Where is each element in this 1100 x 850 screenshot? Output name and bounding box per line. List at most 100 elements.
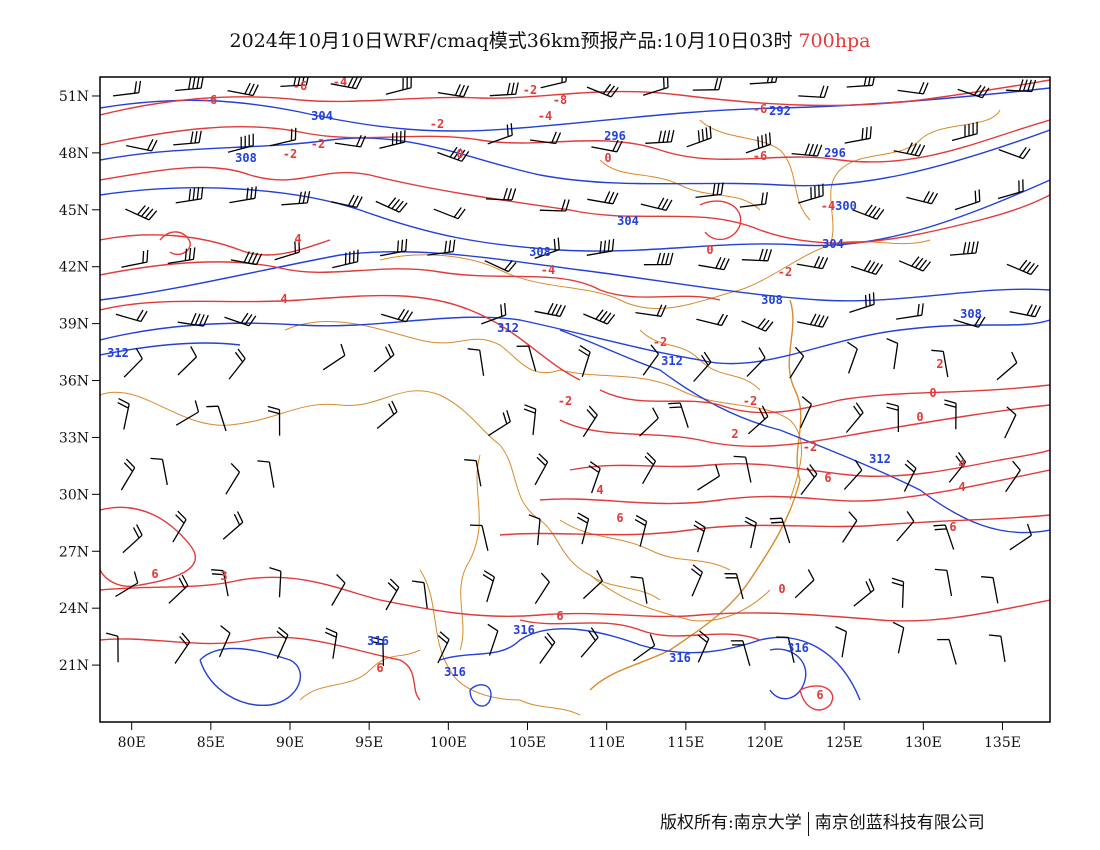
wind-barb bbox=[412, 580, 428, 609]
height-label: 308 bbox=[960, 307, 982, 321]
wind-barb bbox=[690, 564, 703, 597]
wind-barb bbox=[228, 348, 246, 380]
temperature-label: 6 bbox=[376, 661, 383, 675]
wind-barb bbox=[582, 569, 603, 600]
wind-barb bbox=[897, 82, 929, 95]
wind-barb bbox=[891, 577, 905, 608]
wind-barb bbox=[588, 461, 601, 494]
wind-barb bbox=[693, 520, 706, 553]
wind-barb bbox=[168, 574, 189, 604]
height-label: 308 bbox=[529, 245, 551, 259]
wind-barb bbox=[697, 464, 721, 491]
wind-barb bbox=[224, 312, 257, 327]
wind-barb bbox=[123, 347, 143, 378]
temperature-contour bbox=[100, 576, 1050, 622]
wind-barb bbox=[769, 517, 791, 544]
lon-tick-label: 90E bbox=[276, 735, 304, 751]
lon-tick-label: 80E bbox=[118, 735, 146, 751]
wind-barb bbox=[796, 256, 829, 270]
wind-barb bbox=[953, 315, 986, 328]
temperature-label: -2 bbox=[311, 137, 325, 151]
temperature-contour bbox=[100, 234, 331, 256]
temperature-label: 6 bbox=[616, 511, 623, 525]
plot-area bbox=[100, 77, 1050, 722]
wind-barb bbox=[206, 405, 227, 432]
wind-barb bbox=[898, 256, 932, 272]
wind-barb bbox=[274, 240, 301, 261]
temperature-label: 6 bbox=[151, 567, 158, 581]
wind-barb bbox=[482, 570, 496, 603]
wind-barb bbox=[528, 514, 541, 545]
temperature-contours bbox=[100, 79, 1050, 711]
wind-barb bbox=[175, 186, 204, 204]
latitude-axis: 51N 48N 45N 42N 39N 36N 33N 30N 27N 24N 21N bbox=[59, 89, 100, 674]
temperature-contour bbox=[539, 469, 1050, 505]
wind-barb bbox=[120, 458, 136, 491]
wind-barb bbox=[668, 402, 689, 428]
wind-barb bbox=[106, 632, 119, 663]
border-line bbox=[599, 159, 761, 211]
wind-barb bbox=[696, 313, 728, 327]
temperature-label: -2 bbox=[653, 335, 667, 349]
wind-barb bbox=[1005, 460, 1021, 493]
lat-tick-label: 33N bbox=[59, 430, 89, 446]
lat-tick-label: 39N bbox=[59, 317, 89, 333]
lat-tick-label: 42N bbox=[59, 260, 89, 276]
wind-barb bbox=[797, 313, 829, 328]
wind-barb bbox=[957, 84, 990, 99]
temperature-label: 4 bbox=[958, 457, 965, 471]
wind-barb bbox=[981, 576, 999, 604]
wind-barb bbox=[988, 634, 1006, 663]
temperature-label: 0 bbox=[456, 147, 463, 161]
wind-barb bbox=[121, 250, 149, 268]
wind-barb bbox=[331, 194, 363, 209]
wind-barb bbox=[484, 260, 517, 273]
wind-barb bbox=[741, 318, 774, 332]
lon-tick-label: 115E bbox=[667, 735, 704, 751]
wind-barb bbox=[730, 640, 751, 666]
wind-barb bbox=[1009, 523, 1033, 551]
wind-barb bbox=[177, 312, 209, 327]
wind-barb bbox=[467, 348, 485, 376]
wind-barb bbox=[886, 402, 900, 433]
lon-tick-label: 105E bbox=[509, 735, 546, 751]
wind-barb bbox=[173, 130, 202, 146]
wind-barb bbox=[853, 578, 875, 607]
wind-barb bbox=[488, 410, 511, 437]
lat-tick-label: 24N bbox=[59, 601, 89, 617]
wind-barb bbox=[150, 457, 168, 486]
wind-barb bbox=[948, 452, 967, 483]
wind-barb bbox=[997, 179, 1024, 200]
temperature-label: 4 bbox=[294, 232, 301, 246]
lat-tick-label: 30N bbox=[59, 487, 89, 503]
height-label: 308 bbox=[235, 151, 257, 165]
wind-barb bbox=[893, 142, 926, 157]
wind-barb bbox=[126, 139, 158, 152]
lon-tick-label: 110E bbox=[588, 735, 625, 751]
height-contour bbox=[100, 179, 1050, 252]
wind-barb bbox=[487, 623, 499, 656]
wind-barb bbox=[640, 197, 673, 212]
temperature-contour bbox=[599, 384, 1050, 414]
wind-barb bbox=[322, 343, 346, 371]
wind-barb bbox=[630, 576, 648, 604]
wind-barb bbox=[125, 205, 158, 221]
temperature-contour bbox=[569, 449, 1050, 477]
wind-barb bbox=[267, 405, 281, 436]
wind-barb bbox=[847, 341, 858, 374]
wind-barb bbox=[949, 241, 979, 256]
temperature-label: -2 bbox=[558, 394, 572, 408]
wind-barb bbox=[324, 627, 338, 659]
temperature-contour bbox=[519, 619, 761, 641]
wind-barb bbox=[776, 636, 795, 663]
wind-barb bbox=[269, 566, 282, 598]
wind-barb bbox=[586, 83, 619, 98]
wind-barb bbox=[534, 572, 550, 605]
height-contour bbox=[100, 129, 1050, 187]
temperature-label: -6 bbox=[753, 102, 767, 116]
wind-barb bbox=[739, 192, 768, 208]
height-label: 316 bbox=[367, 634, 389, 648]
wind-barb bbox=[849, 292, 875, 314]
temperature-label: -2 bbox=[778, 265, 792, 279]
wind-barb bbox=[122, 524, 143, 554]
